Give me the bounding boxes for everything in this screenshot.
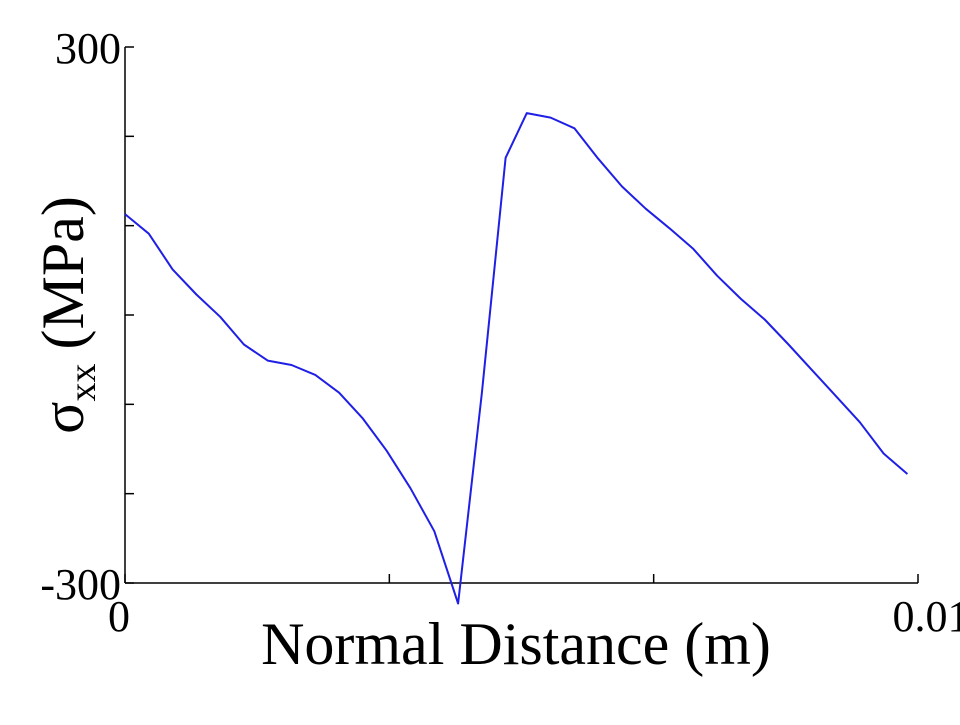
x-axis-label: Normal Distance (m): [261, 611, 771, 677]
y-tick-label: 300: [55, 24, 121, 73]
y-axis-label-group: σxx (MPa): [30, 196, 104, 434]
x-tick-label: 0.015: [893, 592, 960, 641]
y-axis-label-unit: (MPa): [30, 196, 96, 349]
y-axis-label: σxx (MPa): [30, 196, 104, 434]
labels: Normal Distance (m) σxx (MPa): [30, 196, 771, 677]
plot-area: [125, 113, 907, 603]
series-line: [125, 113, 907, 603]
y-axis-label-symbol: σ: [30, 401, 96, 433]
y-axis-label-subscript: xx: [62, 363, 104, 401]
x-tick-label: 0: [108, 592, 130, 641]
